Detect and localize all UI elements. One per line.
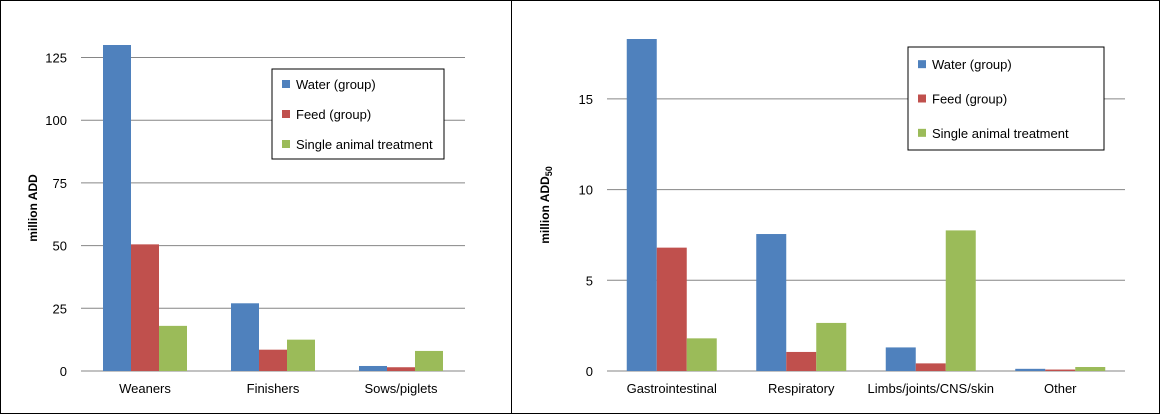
legend-box	[907, 46, 1105, 151]
bar-water-group-weaners	[103, 45, 131, 371]
legend-swatch	[918, 128, 926, 137]
y-tick-label: 10	[579, 183, 593, 198]
bar-single-animal-treatment-sows-piglets	[415, 350, 443, 371]
bar-feed-group-gastrointestinal	[656, 247, 687, 371]
bar-feed-group-respiratory	[786, 351, 817, 371]
y-axis-label-subscript: 50	[544, 166, 554, 176]
y-tick-label: 15	[579, 92, 593, 107]
y-tick-label: 5	[586, 273, 593, 288]
bar-water-group-finishers	[231, 303, 259, 371]
bar-water-group-gastrointestinal	[626, 39, 657, 371]
legend-entry: Water (group)	[296, 77, 376, 92]
legend-entry: Single animal treatment	[932, 126, 1069, 141]
bar-single-animal-treatment-other	[1075, 367, 1106, 371]
legend-swatch	[282, 110, 290, 118]
legend-entry: Feed (group)	[296, 107, 371, 122]
bar-chart-age-groups: 0 25 50 75 100 125 million ADD Weaners Finishers…	[26, 45, 465, 396]
x-tick-label: Other	[1044, 381, 1077, 396]
bar-single-animal-treatment-gastrointestinal	[686, 338, 717, 371]
legend: Water (group) Feed (group) Single animal t…	[907, 46, 1105, 151]
bar-feed-group-sows-piglets	[387, 367, 415, 371]
y-axis-label: million ADD50	[538, 166, 554, 244]
y-tick-label: 125	[45, 51, 67, 66]
legend-entry: Water (group)	[932, 57, 1012, 72]
legend-swatch	[918, 60, 926, 69]
legend-box	[271, 68, 445, 160]
legend-entry: Feed (group)	[932, 92, 1007, 107]
x-tick-label: Finishers	[247, 381, 300, 396]
legend: Water (group) Feed (group) Single animal t…	[271, 68, 445, 160]
y-tick-label: 75	[53, 176, 67, 191]
bar-single-animal-treatment-weaners	[159, 325, 187, 371]
x-tick-label: Limbs/joints/CNS/skin	[868, 381, 994, 396]
bar-feed-group-finishers	[259, 349, 287, 371]
bar-feed-group-limbs-joints-cns-skin	[915, 363, 946, 371]
bar-water-group-respiratory	[756, 234, 787, 371]
x-tick-label: Gastrointestinal	[627, 381, 717, 396]
y-axis-label-text: million ADD	[26, 174, 40, 242]
bar-feed-group-other	[1045, 369, 1076, 371]
y-tick-label: 50	[53, 239, 67, 254]
bar-chart-indications: 0 5 10 15 million ADD50 Gastrointestinal Respi…	[538, 39, 1125, 396]
legend-swatch	[282, 80, 290, 88]
legend-swatch	[282, 140, 290, 148]
x-tick-label: Sows/piglets	[365, 381, 438, 396]
y-tick-label: 0	[586, 364, 593, 379]
y-axis-label: million ADD	[26, 174, 40, 242]
bar-water-group-sows-piglets	[359, 365, 387, 371]
legend-entry: Single animal treatment	[296, 137, 433, 152]
bar-single-animal-treatment-finishers	[287, 339, 315, 371]
bar-water-group-limbs-joints-cns-skin	[885, 347, 916, 371]
y-tick-label: 0	[60, 364, 67, 379]
y-axis-label-text: million ADD	[538, 176, 552, 244]
bar-feed-group-weaners	[131, 244, 159, 371]
bar-water-group-other	[1015, 368, 1046, 371]
x-tick-label: Weaners	[119, 381, 171, 396]
chart-panel-by-age-group: 0 25 50 75 100 125 million ADD Weaners Finishers…	[0, 0, 512, 414]
y-tick-label: 100	[45, 113, 67, 128]
chart-panel-by-indication: 0 5 10 15 million ADD50 Gastrointestinal Respi…	[511, 0, 1160, 414]
bar-single-animal-treatment-respiratory	[816, 322, 847, 371]
x-tick-label: Respiratory	[768, 381, 835, 396]
bar-single-animal-treatment-limbs-joints-cns-skin	[945, 230, 976, 371]
y-tick-label: 25	[53, 301, 67, 316]
legend-swatch	[918, 94, 926, 103]
